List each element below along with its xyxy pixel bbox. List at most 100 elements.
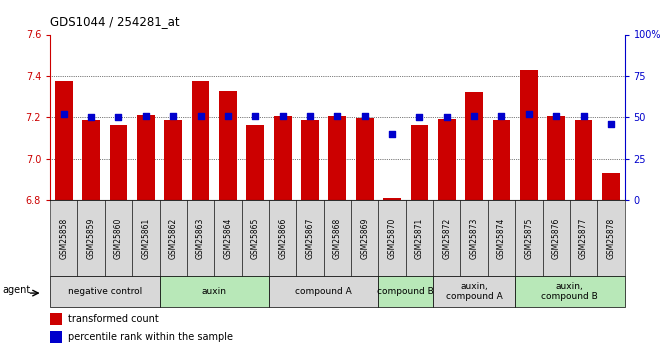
Bar <box>219 91 237 200</box>
Text: GSM25862: GSM25862 <box>169 217 178 259</box>
Point <box>222 113 233 118</box>
Text: GSM25874: GSM25874 <box>497 217 506 259</box>
FancyBboxPatch shape <box>378 200 405 276</box>
Bar <box>55 81 73 200</box>
FancyBboxPatch shape <box>77 200 105 276</box>
Point <box>359 113 370 118</box>
Text: percentile rank within the sample: percentile rank within the sample <box>69 332 234 342</box>
Text: GSM25863: GSM25863 <box>196 217 205 259</box>
Text: GSM25858: GSM25858 <box>59 217 68 259</box>
FancyBboxPatch shape <box>160 200 187 276</box>
Point <box>496 113 507 118</box>
Text: GSM25869: GSM25869 <box>360 217 369 259</box>
FancyBboxPatch shape <box>105 200 132 276</box>
Point <box>86 115 96 120</box>
Text: auxin,
compound A: auxin, compound A <box>446 282 502 301</box>
FancyBboxPatch shape <box>570 200 597 276</box>
FancyBboxPatch shape <box>515 200 542 276</box>
Bar <box>411 125 428 200</box>
FancyBboxPatch shape <box>160 276 269 307</box>
Bar <box>301 120 319 200</box>
Bar <box>50 313 61 325</box>
Point <box>305 113 315 118</box>
Text: GSM25877: GSM25877 <box>579 217 588 259</box>
Text: GSM25878: GSM25878 <box>607 217 615 259</box>
Bar <box>192 81 210 200</box>
Text: compound B: compound B <box>377 287 434 296</box>
Point <box>414 115 425 120</box>
Bar <box>246 125 264 200</box>
Bar <box>50 331 61 343</box>
FancyBboxPatch shape <box>269 200 297 276</box>
FancyBboxPatch shape <box>433 200 460 276</box>
Point <box>387 131 397 137</box>
Text: compound A: compound A <box>295 287 352 296</box>
FancyBboxPatch shape <box>405 200 433 276</box>
Text: GSM25859: GSM25859 <box>87 217 96 259</box>
Point <box>442 115 452 120</box>
Point <box>578 113 589 118</box>
Text: auxin,
compound B: auxin, compound B <box>542 282 599 301</box>
Text: negative control: negative control <box>67 287 142 296</box>
Bar <box>492 120 510 200</box>
Point <box>524 111 534 117</box>
Bar <box>110 125 128 200</box>
Point <box>113 115 124 120</box>
Text: GSM25872: GSM25872 <box>442 217 452 259</box>
Point <box>606 121 617 127</box>
Point <box>332 113 343 118</box>
FancyBboxPatch shape <box>351 200 378 276</box>
Text: auxin: auxin <box>202 287 226 296</box>
Bar <box>82 120 100 200</box>
Text: GSM25860: GSM25860 <box>114 217 123 259</box>
Text: transformed count: transformed count <box>69 314 159 324</box>
Point <box>140 113 151 118</box>
FancyBboxPatch shape <box>50 200 77 276</box>
Text: GSM25873: GSM25873 <box>470 217 478 259</box>
FancyBboxPatch shape <box>460 200 488 276</box>
Bar <box>274 116 291 200</box>
FancyBboxPatch shape <box>542 200 570 276</box>
Text: agent: agent <box>3 285 31 295</box>
FancyBboxPatch shape <box>488 200 515 276</box>
Bar <box>383 198 401 200</box>
FancyBboxPatch shape <box>515 276 625 307</box>
Text: GSM25866: GSM25866 <box>278 217 287 259</box>
Bar <box>465 92 483 200</box>
Bar <box>438 119 456 200</box>
Text: GDS1044 / 254281_at: GDS1044 / 254281_at <box>50 14 180 28</box>
Text: GSM25870: GSM25870 <box>387 217 397 259</box>
FancyBboxPatch shape <box>324 200 351 276</box>
Text: GSM25865: GSM25865 <box>250 217 260 259</box>
Bar <box>574 120 593 200</box>
Bar <box>329 116 346 200</box>
Bar <box>356 118 373 200</box>
FancyBboxPatch shape <box>378 276 433 307</box>
FancyBboxPatch shape <box>214 200 242 276</box>
Point <box>195 113 206 118</box>
Point <box>469 113 480 118</box>
Point <box>277 113 288 118</box>
Bar <box>602 173 620 200</box>
Point <box>250 113 261 118</box>
Bar <box>520 70 538 200</box>
Text: GSM25876: GSM25876 <box>552 217 560 259</box>
Text: GSM25871: GSM25871 <box>415 217 424 259</box>
Bar <box>547 116 565 200</box>
Bar <box>137 115 155 200</box>
Point <box>168 113 178 118</box>
Text: GSM25867: GSM25867 <box>305 217 315 259</box>
Text: GSM25875: GSM25875 <box>524 217 533 259</box>
Point <box>58 111 69 117</box>
FancyBboxPatch shape <box>132 200 160 276</box>
Text: GSM25868: GSM25868 <box>333 217 342 259</box>
Text: GSM25861: GSM25861 <box>142 217 150 259</box>
FancyBboxPatch shape <box>242 200 269 276</box>
FancyBboxPatch shape <box>269 276 378 307</box>
Point <box>551 113 562 118</box>
FancyBboxPatch shape <box>50 276 160 307</box>
FancyBboxPatch shape <box>297 200 324 276</box>
Text: GSM25864: GSM25864 <box>223 217 232 259</box>
FancyBboxPatch shape <box>433 276 515 307</box>
FancyBboxPatch shape <box>597 200 625 276</box>
